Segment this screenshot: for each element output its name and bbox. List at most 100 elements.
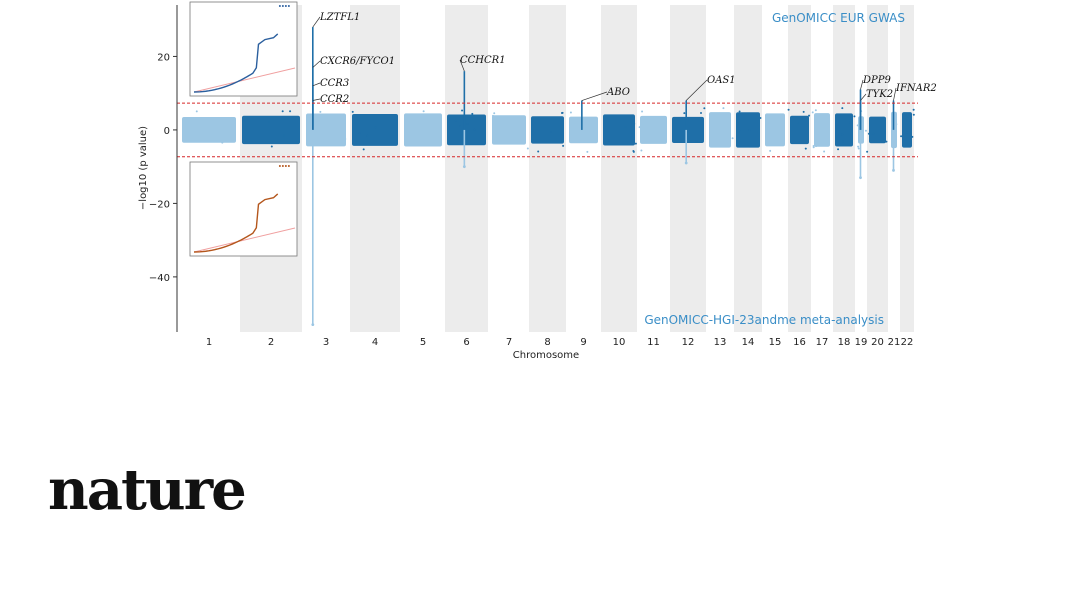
chromosome-3-points [306,113,346,147]
leader-line [459,59,465,72]
x-tick-label: 22 [901,337,914,348]
x-tick-label: 12 [682,337,695,348]
chromosome-5-points [404,113,442,147]
gene-label-ifnar2: IFNAR2 [895,83,937,94]
x-tick-label: 3 [323,337,329,348]
y-axis-title: −log10 (p value) [138,126,149,210]
snp-point [856,124,859,127]
x-tick-label: 2 [268,337,274,348]
chromosome-6-points [447,114,486,146]
snp-point [823,150,826,153]
x-tick-label: 8 [544,337,550,348]
snp-point [775,127,778,130]
snp-point [640,149,643,152]
snp-point [319,110,322,113]
gene-annotations: LZTFL1 CXCR6/FYCO1 CCR3 CCR2 CCHCR1 ABO OAS1 DP… [312,12,937,105]
chromosome-band [529,5,566,332]
snp-point [787,108,790,111]
snp-point [422,110,425,113]
x-tick-label: 14 [742,337,755,348]
leader-line [312,98,321,101]
chromosome-8-points [531,116,564,144]
nature-logo: nature [48,457,247,523]
snp-point [912,113,915,116]
snp-point [722,107,725,110]
chromosome-band [601,5,637,332]
gene-label-dpp9: DPP9 [862,75,891,86]
qq-inset-bottom [189,161,298,257]
snp-point [641,110,644,113]
y-tick-label: −20 [149,199,170,210]
snp-point [454,119,457,122]
snp-point [493,112,496,115]
snp-point [358,132,361,135]
gene-label-cchcr1: CCHCR1 [460,55,506,66]
snp-point [780,134,783,137]
bottom-peak-point [892,168,895,172]
snp-point [339,136,342,139]
snp-point [351,110,354,113]
snp-point [909,119,912,122]
snp-point [416,138,419,141]
qq-frame [189,161,298,257]
snp-point [911,135,914,138]
snp-point [759,116,762,119]
x-tick-label: 1 [206,337,212,348]
snp-point [768,119,771,122]
chromosome-7-points [492,115,526,145]
snp-point [894,115,897,118]
x-ticks: 1 2 3 4 5 6 7 8 9 10 11 12 13 14 15 16 17 18 19 20 21 22 [206,337,914,348]
y-tick-label: −40 [149,273,170,284]
x-tick-label: 21 [888,337,901,348]
qq-reference-line [193,67,296,93]
snp-point [289,110,292,113]
snp-point [664,120,667,123]
chromosome-band [350,5,400,332]
top-panel-label: GenOMICC EUR GWAS [772,11,905,25]
chromosome-17-points [814,113,830,147]
chromosome-band [900,5,914,332]
snp-point [343,125,346,128]
snp-point [738,129,741,132]
chromosome-band [445,5,488,332]
snp-point [282,134,285,137]
snp-point [695,140,698,143]
chromosome-bands [240,5,914,332]
snp-point [466,122,469,125]
snp-point [864,129,867,132]
qq-insets [189,1,298,257]
chromosome-band [788,5,811,332]
x-tick-label: 17 [816,337,829,348]
snp-point [595,140,598,143]
snp-point [494,133,497,136]
bottom-panel-label: GenOMICC-HGI-23andme meta-analysis [644,313,884,327]
snp-point [633,122,636,125]
leader-line [312,16,321,28]
chromosome-band [734,5,762,332]
snp-point [804,147,807,150]
bottom-peak-point [462,165,466,169]
snp-point [526,147,529,150]
y-ticks: 20 0 −20 −40 [149,52,177,284]
qq-inset-top [189,1,298,97]
snp-point [700,112,703,115]
leader-line [312,60,321,68]
chromosome-4-points [352,113,398,146]
chromosome-18-points [835,113,853,147]
snp-point [905,131,908,134]
qq-point [287,5,290,7]
snp-point [800,117,803,120]
snp-point [537,150,540,153]
snp-point [218,127,221,130]
x-tick-label: 16 [793,337,806,348]
snp-point [802,110,805,113]
qq-point [281,165,284,167]
snp-point [561,111,564,114]
snp-point [849,121,852,124]
snp-point [473,128,476,131]
snp-point [872,132,875,135]
snp-point [270,145,273,148]
snp-point [853,115,856,118]
snp-point [837,148,840,151]
x-tick-label: 5 [420,337,426,348]
